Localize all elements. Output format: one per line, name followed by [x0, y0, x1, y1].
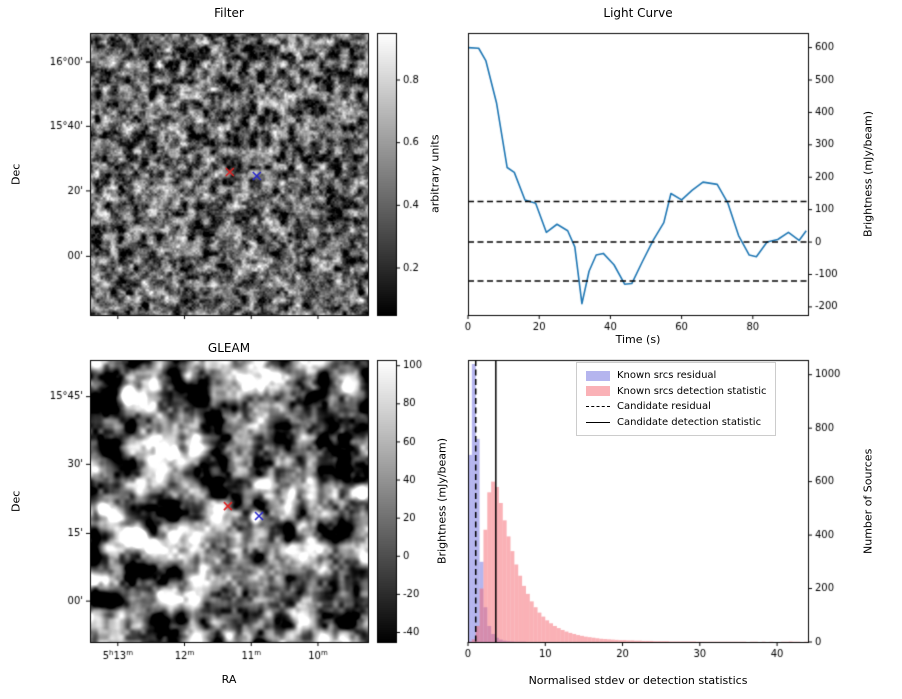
light-curve-xlabel: Time (s) [615, 333, 661, 346]
legend-item-detection: Known srcs detection statistic [586, 384, 766, 400]
legend-item-candidate-detection: Candidate detection statistic [586, 415, 766, 431]
gleam-ylabel: Dec [9, 490, 23, 512]
filter-colorbar-label: arbitrary units [428, 134, 442, 214]
legend-swatch-residual-icon [586, 370, 610, 381]
gleam-title: GLEAM [207, 341, 251, 355]
gleam-xlabel: RA [221, 673, 237, 686]
histogram-ylabel: Number of Sources [861, 448, 875, 554]
filter-image-panel [0, 0, 460, 345]
light-curve-ylabel: Brightness (mJy/beam) [861, 110, 875, 238]
histogram-legend: Known srcs residual Known srcs detection… [576, 362, 777, 436]
filter-ylabel: Dec [9, 163, 23, 185]
gleam-colorbar-label: Brightness (mJy/beam) [435, 437, 449, 565]
legend-item-candidate-residual: Candidate residual [586, 399, 766, 415]
legend-label-detection: Known srcs detection statistic [617, 385, 767, 397]
light-curve-title: Light Curve [603, 6, 673, 20]
legend-solid-line-icon [586, 421, 610, 423]
legend-item-residual: Known srcs residual [586, 368, 766, 384]
filter-title: Filter [214, 6, 244, 20]
legend-dashed-line-icon [586, 406, 610, 408]
legend-label-residual: Known srcs residual [617, 370, 717, 381]
gleam-image-panel [0, 345, 460, 699]
legend-swatch-detection-icon [586, 386, 610, 397]
histogram-xlabel: Normalised stdev or detection statistics [528, 674, 748, 687]
legend-label-candidate-residual: Candidate residual [617, 401, 711, 412]
legend-label-candidate-detection: Candidate detection statistic [617, 416, 762, 428]
light-curve-panel [460, 0, 902, 345]
